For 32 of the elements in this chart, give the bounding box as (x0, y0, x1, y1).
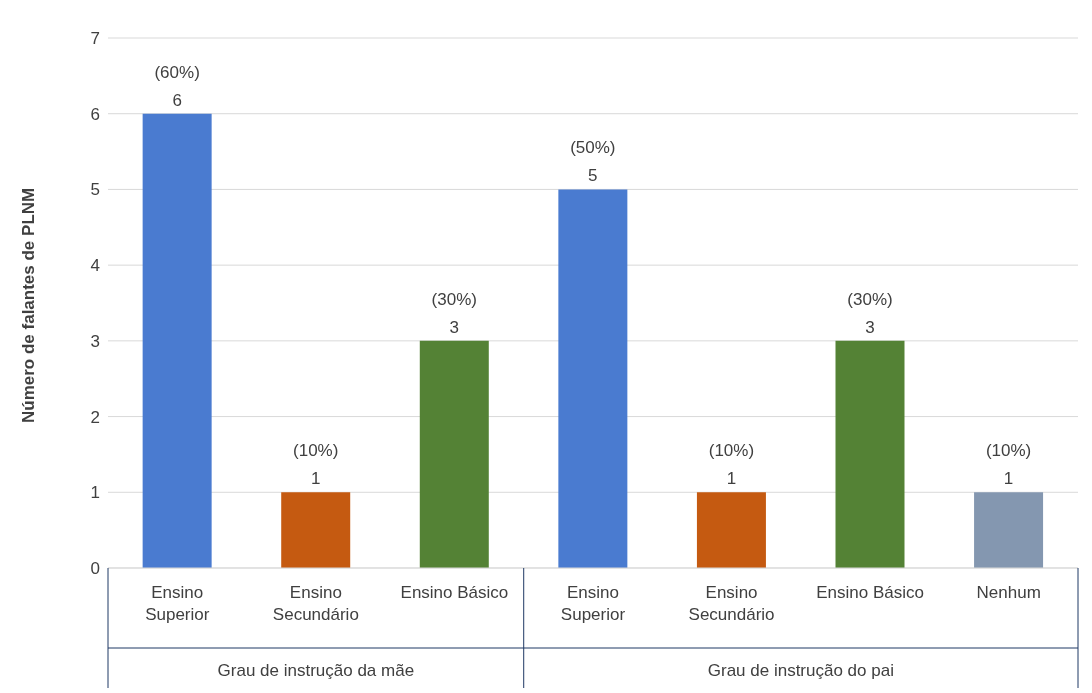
bar (142, 113, 212, 568)
data-label: (50%) 5 (570, 138, 616, 186)
bar (419, 340, 489, 568)
y-tick-label: 2 (90, 407, 100, 427)
y-tick-label: 7 (90, 29, 100, 49)
x-tick-label: Ensino Secundário (272, 583, 359, 624)
x-tick-label: Nenhum (976, 583, 1041, 602)
text: Grau de instrução do pai (707, 661, 894, 680)
data-label: (10%) 1 (293, 441, 339, 489)
data-label: (60%) 6 (154, 62, 200, 110)
y-tick-label: 6 (90, 104, 100, 124)
bar (974, 492, 1044, 568)
y-tick-label: 1 (90, 483, 100, 503)
data-label: (30%) 3 (431, 289, 477, 337)
x-tick-label: Ensino Básico (816, 583, 925, 602)
y-tick-label: 0 (90, 559, 100, 579)
bar (558, 189, 628, 568)
data-label: (10%) 1 (708, 441, 755, 489)
bar (835, 340, 905, 568)
y-tick-label: 3 (90, 331, 100, 351)
x-tick-label: Ensino Superior (560, 583, 626, 624)
bar (696, 492, 766, 568)
text: Grau de instrução da mãe (217, 661, 415, 680)
x-tick-label: Ensino Secundário (688, 583, 775, 624)
data-label: (10%) 1 (985, 441, 1032, 489)
x-tick-label: Ensino Básico (400, 583, 509, 602)
y-tick-label: 4 (90, 256, 100, 276)
data-label: (30%) 3 (847, 289, 893, 337)
y-axis-title: Número de falantes de PLNM (19, 187, 39, 423)
y-tick-label: 5 (90, 180, 100, 200)
x-tick-label: Ensino Superior (145, 583, 210, 624)
bar (281, 492, 351, 568)
